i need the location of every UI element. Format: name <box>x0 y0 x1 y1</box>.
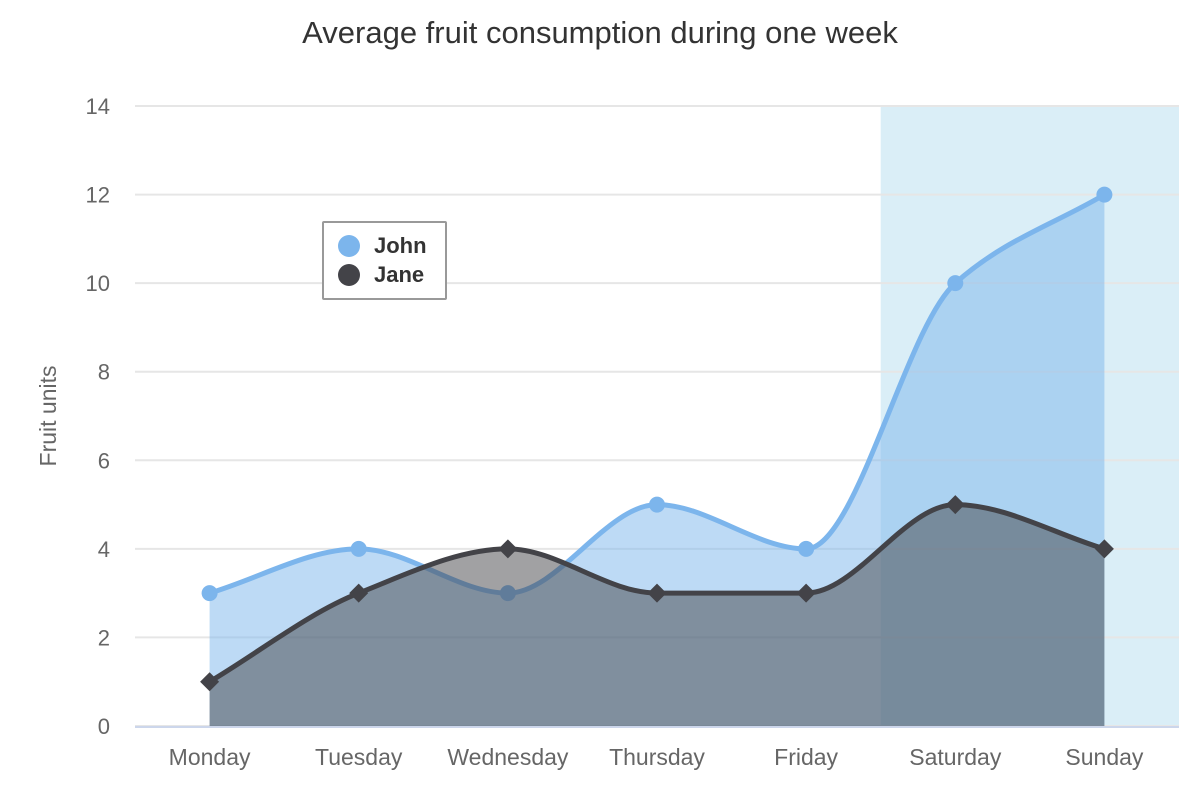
y-axis-tick-label: 6 <box>98 448 110 473</box>
jane-series-marker-icon <box>338 264 360 286</box>
x-axis-category-label: Sunday <box>1065 744 1144 770</box>
x-axis-category-label: Wednesday <box>447 744 569 770</box>
data-point-jane-wednesday[interactable] <box>498 539 518 559</box>
legend-item-label-john: John <box>374 233 427 258</box>
data-point-jane-monday[interactable] <box>200 672 220 692</box>
y-axis-tick-label: 8 <box>98 360 110 385</box>
x-axis-category-label: Thursday <box>609 744 705 770</box>
data-point-jane-sunday[interactable] <box>1094 539 1114 559</box>
data-point-john-thursday[interactable] <box>649 496 665 513</box>
legend: John Jane <box>322 221 447 300</box>
y-axis-tick-label: 14 <box>86 94 110 119</box>
legend-item-label-jane: Jane <box>374 262 425 287</box>
data-point-john-saturday[interactable] <box>947 275 964 292</box>
legend-item-john[interactable]: John <box>338 234 427 258</box>
y-axis-tick-label: 2 <box>98 625 110 650</box>
x-axis-category-label: Friday <box>774 744 838 770</box>
y-axis-title: Fruit units <box>35 366 61 467</box>
chart-title: Average fruit consumption during one wee… <box>302 15 898 50</box>
y-axis-tick-label: 0 <box>98 714 110 739</box>
y-axis-tick-label: 12 <box>86 183 110 208</box>
data-point-john-tuesday[interactable] <box>350 540 367 557</box>
john-series-marker-icon <box>338 235 360 257</box>
legend-item-jane[interactable]: Jane <box>338 263 427 287</box>
x-axis-category-label: Monday <box>169 744 251 770</box>
data-point-jane-friday[interactable] <box>796 583 816 603</box>
series-area-jane <box>209 504 1105 726</box>
data-point-john-sunday[interactable] <box>1096 186 1113 203</box>
data-point-jane-thursday[interactable] <box>647 583 667 603</box>
x-axis-category-label: Saturday <box>909 744 1002 770</box>
y-axis-tick-label: 10 <box>86 271 110 296</box>
data-point-john-monday[interactable] <box>201 585 218 602</box>
y-axis-tick-label: 4 <box>98 537 110 562</box>
data-point-john-friday[interactable] <box>798 540 815 557</box>
data-point-jane-saturday[interactable] <box>945 495 965 515</box>
data-point-jane-tuesday[interactable] <box>349 583 369 603</box>
x-axis-category-label: Tuesday <box>315 744 403 770</box>
